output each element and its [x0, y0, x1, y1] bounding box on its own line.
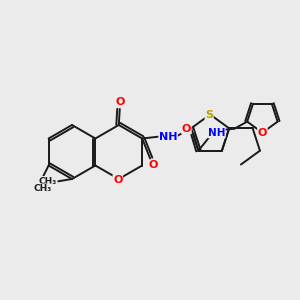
Text: O: O	[115, 97, 124, 107]
Text: O: O	[113, 175, 122, 185]
Text: O: O	[258, 128, 267, 138]
Text: CH₃: CH₃	[39, 176, 57, 185]
Text: S: S	[205, 110, 213, 121]
Text: NH: NH	[208, 128, 225, 138]
Text: NH: NH	[159, 131, 177, 142]
Text: O: O	[182, 124, 191, 134]
Text: CH₃: CH₃	[34, 184, 52, 193]
Text: O: O	[148, 160, 158, 170]
